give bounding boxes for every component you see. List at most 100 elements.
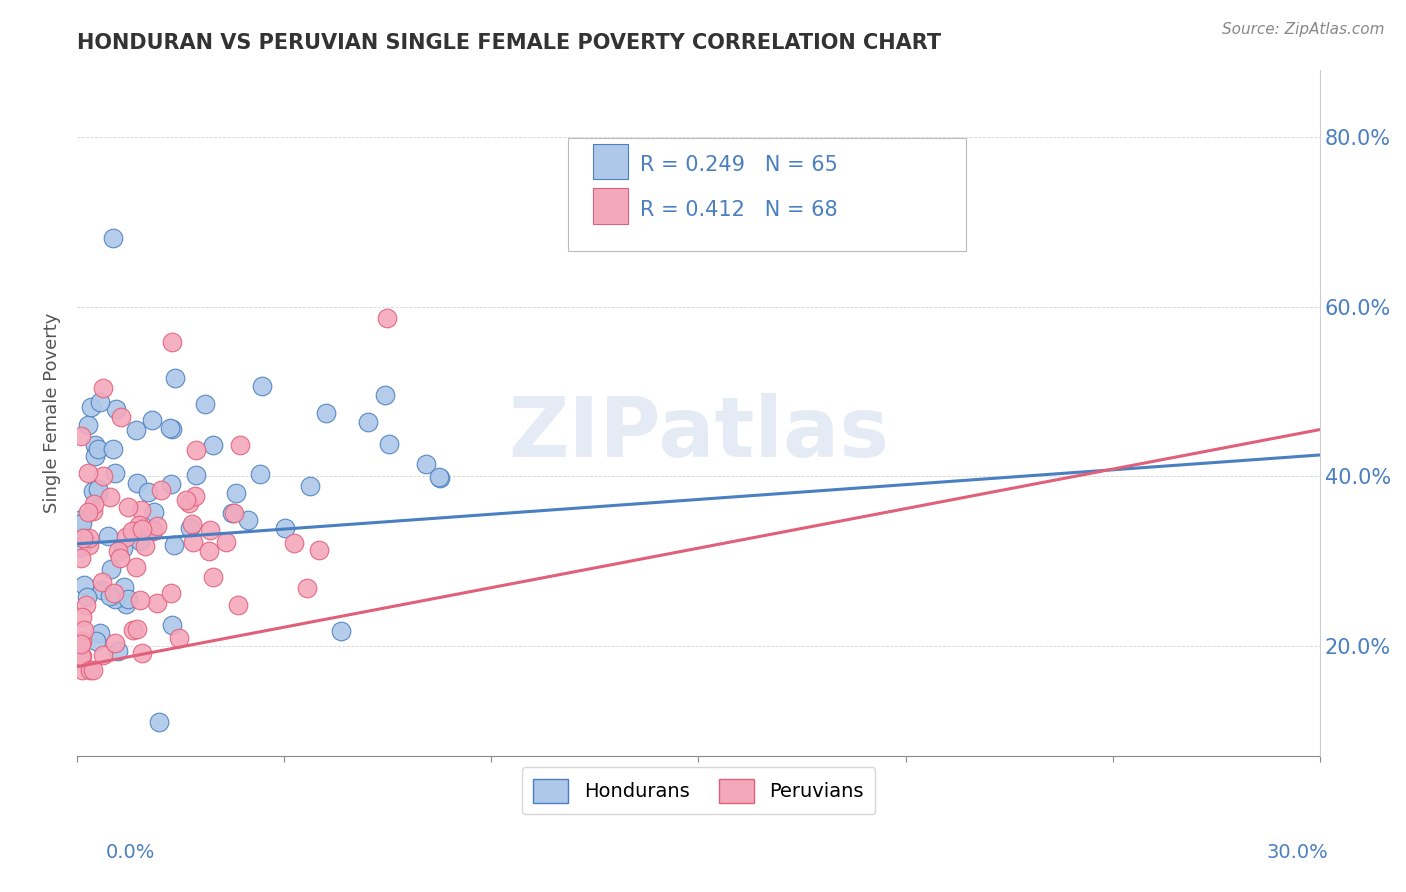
Peruvians	[229, 437, 252, 451]
Hondurans	[87, 486, 110, 500]
Peruvians	[70, 649, 93, 664]
Hondurans	[142, 523, 165, 537]
Hondurans	[73, 578, 96, 592]
Peruvians	[121, 524, 143, 538]
Peruvians	[215, 535, 238, 549]
Hondurans	[249, 467, 271, 482]
FancyBboxPatch shape	[593, 144, 627, 179]
Peruvians	[131, 646, 153, 660]
Text: R = 0.412   N = 68: R = 0.412 N = 68	[640, 200, 838, 220]
Hondurans	[194, 397, 217, 411]
Hondurans	[356, 416, 378, 430]
Hondurans	[238, 513, 260, 527]
Peruvians	[72, 663, 94, 677]
Hondurans	[70, 540, 93, 554]
Hondurans	[141, 413, 163, 427]
Peruvians	[76, 466, 98, 480]
Peruvians	[134, 539, 156, 553]
Hondurans	[129, 534, 152, 549]
Hondurans	[72, 531, 94, 545]
Peruvians	[129, 503, 152, 517]
Hondurans	[100, 562, 122, 576]
Hondurans	[83, 438, 105, 452]
Text: Source: ZipAtlas.com: Source: ZipAtlas.com	[1222, 22, 1385, 37]
Hondurans	[162, 618, 184, 632]
Hondurans	[70, 529, 93, 543]
Hondurans	[89, 395, 111, 409]
Peruvians	[76, 505, 98, 519]
Peruvians	[70, 637, 93, 651]
Peruvians	[142, 524, 165, 538]
Peruvians	[146, 518, 169, 533]
Text: ZIPatlas: ZIPatlas	[508, 392, 889, 474]
Hondurans	[163, 538, 186, 552]
Hondurans	[104, 402, 127, 417]
Peruvians	[226, 598, 249, 612]
Peruvians	[93, 381, 115, 395]
Text: R = 0.249   N = 65: R = 0.249 N = 65	[640, 155, 838, 176]
Hondurans	[127, 476, 149, 491]
Peruvians	[160, 335, 183, 350]
Hondurans	[97, 529, 120, 543]
Peruvians	[184, 443, 207, 458]
Hondurans	[90, 583, 112, 598]
Peruvians	[125, 622, 148, 636]
Peruvians	[174, 493, 197, 508]
Peruvians	[70, 648, 93, 663]
Hondurans	[117, 592, 139, 607]
Hondurans	[159, 421, 181, 435]
Peruvians	[72, 634, 94, 648]
Peruvians	[70, 609, 93, 624]
Hondurans	[101, 442, 124, 457]
Legend: Hondurans, Peruvians: Hondurans, Peruvians	[522, 767, 876, 814]
Hondurans	[107, 643, 129, 657]
Hondurans	[186, 468, 208, 483]
Text: 30.0%: 30.0%	[1267, 843, 1329, 862]
Peruvians	[72, 623, 94, 637]
Peruvians	[145, 771, 167, 785]
Peruvians	[79, 664, 101, 678]
Peruvians	[90, 575, 112, 590]
Peruvians	[184, 489, 207, 503]
Hondurans	[225, 486, 247, 500]
Peruvians	[70, 429, 93, 443]
Hondurans	[202, 438, 225, 452]
Y-axis label: Single Female Poverty: Single Female Poverty	[44, 312, 60, 513]
Peruvians	[82, 663, 104, 677]
Peruvians	[110, 409, 132, 424]
Hondurans	[87, 482, 110, 496]
Hondurans	[114, 598, 136, 612]
Hondurans	[104, 592, 127, 607]
Peruvians	[297, 581, 319, 595]
Peruvians	[70, 636, 93, 650]
Hondurans	[378, 437, 401, 451]
Peruvians	[103, 586, 125, 600]
Hondurans	[70, 516, 93, 530]
Hondurans	[98, 590, 121, 604]
Hondurans	[160, 477, 183, 491]
Peruvians	[198, 523, 221, 537]
Peruvians	[125, 559, 148, 574]
Hondurans	[299, 478, 322, 492]
Peruvians	[198, 543, 221, 558]
Peruvians	[76, 598, 98, 612]
Hondurans	[79, 400, 101, 414]
Peruvians	[167, 631, 190, 645]
Hondurans	[112, 581, 135, 595]
Peruvians	[145, 596, 167, 610]
Hondurans	[76, 591, 98, 605]
Peruvians	[181, 535, 204, 549]
Peruvians	[283, 536, 305, 550]
Hondurans	[87, 442, 110, 457]
Peruvians	[150, 483, 173, 497]
Peruvians	[79, 531, 101, 545]
Peruvians	[122, 623, 145, 637]
Hondurans	[330, 624, 353, 639]
FancyBboxPatch shape	[593, 188, 627, 224]
Peruvians	[128, 593, 150, 607]
Hondurans	[429, 471, 451, 485]
Hondurans	[148, 715, 170, 730]
Hondurans	[179, 521, 201, 535]
Hondurans	[160, 422, 183, 436]
Hondurans	[86, 633, 108, 648]
